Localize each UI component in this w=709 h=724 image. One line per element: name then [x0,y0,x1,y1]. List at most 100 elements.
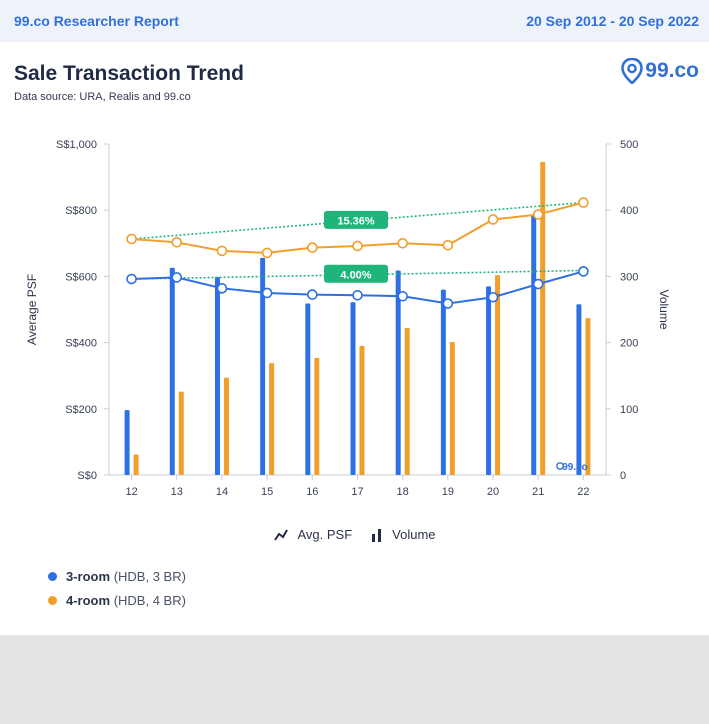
sale-transaction-chart: S$0 S$200 S$400 S$600 S$800 S$1,000 0 100 200 300… [25,139,671,498]
psf-point-4-room [487,214,499,225]
report-label: 99.co Researcher Report [14,13,179,29]
watermark-pin-icon [556,462,564,470]
legend-4-room[interactable]: 4-room (HDB, 4 BR) [48,588,186,612]
bar-3-room [305,303,311,475]
y-left-tick-label: S$200 [65,404,97,416]
y-left-axis-title: Average PSF [25,274,39,345]
bar-chart-icon [372,528,382,542]
bar-3-room [350,302,356,475]
bar-3-room [169,267,175,475]
psf-point-3-room [216,283,228,294]
legend-3-room-dot [48,571,57,581]
psf-point-3-room [126,273,137,285]
psf-point-4-room [442,239,454,251]
x-tick-label: 16 [306,486,318,498]
bar-4-room [178,391,184,475]
trend-label-3-room: 4.00% [340,269,371,281]
psf-point-3-room [352,289,363,301]
bar-4-room [223,377,229,475]
bar-3-room [260,257,266,475]
legend-4-room-detail: (HDB, 4 BR) [113,592,186,608]
x-tick-label: 17 [351,486,363,498]
bar-4-room [404,328,410,475]
bar-3-room [576,304,582,475]
bar-3-room [440,289,446,475]
report-card: Sale Transaction Trend Data source: URA,… [0,42,709,635]
legend-3-room-name: 3-room [66,568,111,584]
psf-point-4-room [261,247,273,259]
brand-logo: 99.co [621,58,699,84]
bar-3-room [486,286,492,475]
report-header-bar: 99.co Researcher Report 20 Sep 2012 - 20… [0,0,709,42]
bar-3-room [531,215,537,475]
psf-point-3-room [171,272,183,283]
psf-point-3-room [487,291,499,303]
psf-point-4-room [352,240,363,252]
psf-point-4-room [397,238,408,249]
page-title: Sale Transaction Trend [14,62,244,85]
legend-3-room[interactable]: 3-room (HDB, 3 BR) [48,564,186,588]
category-legend: 3-room (HDB, 3 BR) 4-room (HDB, 4 BR) [48,564,186,612]
bar-4-room [449,341,455,475]
y-right-axis-title: Volume [657,289,671,329]
legend-volume[interactable]: Volume [370,527,436,542]
legend-volume-label: Volume [392,527,436,542]
psf-point-4-room [532,209,544,220]
series-type-legend: Avg. PSF Volume [0,527,709,542]
legend-avg-psf-label: Avg. PSF [297,527,353,542]
y-right-tick-label: 300 [620,271,638,283]
bar-3-room [395,270,401,475]
bar-4-room [133,454,139,475]
trend-label-4-room: 15.36% [337,215,375,227]
bar-4-room [314,357,320,475]
x-tick-label: 19 [442,486,454,498]
data-source-note: Data source: URA, Realis and 99.co [14,91,191,103]
legend-4-room-dot [48,595,57,605]
line-chart-icon [274,529,289,541]
x-tick-label: 12 [125,486,137,498]
psf-point-3-room [307,289,318,300]
x-tick-label: 13 [171,486,183,498]
location-pin-icon [621,58,644,84]
bar-3-room [124,410,130,475]
bar-3-room [214,277,220,475]
psf-point-3-room [578,266,589,277]
psf-point-3-room [397,290,408,302]
legend-3-room-detail: (HDB, 3 BR) [113,568,186,584]
y-left-tick-label: S$600 [65,271,97,283]
x-tick-label: 21 [532,486,544,498]
psf-point-4-room [216,245,228,257]
trend-line-4-room [131,201,584,240]
legend-4-room-name: 4-room [66,592,111,608]
y-right-tick-label: 0 [620,470,626,482]
bar-4-room [540,161,546,475]
psf-point-3-room [442,298,454,309]
y-left-tick-label: S$0 [77,470,97,482]
x-tick-label: 14 [216,486,228,498]
trend-badge-4-room [324,210,388,229]
psf-point-4-room [171,237,183,248]
bar-4-room [269,363,275,475]
report-date-range: 20 Sep 2012 - 20 Sep 2022 [526,13,699,29]
y-right-tick-label: 500 [620,139,638,151]
x-tick-label: 15 [261,486,273,498]
y-left-tick-label: S$1,000 [56,139,97,151]
psf-point-4-room [578,197,589,208]
y-right-tick-label: 100 [620,404,638,416]
chart-watermark: 99.co [562,462,588,473]
psf-point-3-room [261,287,273,299]
y-left-tick-label: S$800 [65,205,97,217]
x-tick-label: 22 [577,486,589,498]
bar-4-room [359,345,365,475]
x-tick-label: 18 [397,486,409,498]
y-right-tick-label: 200 [620,338,638,350]
bar-4-room [585,318,591,475]
legend-avg-psf[interactable]: Avg. PSF [273,527,352,542]
psf-point-4-room [307,242,318,253]
y-left-tick-label: S$400 [65,338,97,350]
x-tick-label: 20 [487,486,499,498]
psf-point-4-room [126,233,137,245]
psf-point-3-room [532,278,544,290]
bar-4-room [495,275,501,475]
y-right-tick-label: 400 [620,205,638,217]
